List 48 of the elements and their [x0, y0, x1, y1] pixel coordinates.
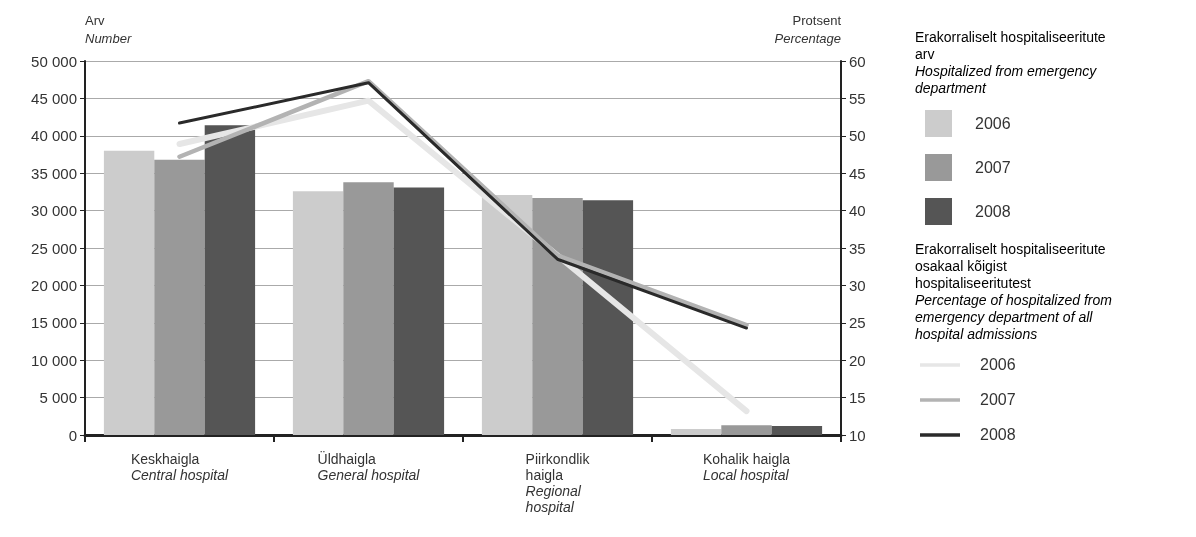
y-tick-label: 50 000	[31, 52, 77, 70]
bar	[771, 426, 823, 435]
legend-title: Erakorraliselt hospitaliseeritute arv Hospitalized from emergency department	[915, 29, 1106, 96]
bar	[582, 200, 634, 435]
y2-tick-label: 10	[849, 426, 866, 444]
bar	[154, 159, 205, 435]
x-tick-label: Keskhaigla Central hospital	[130, 451, 230, 483]
bar	[343, 182, 394, 435]
y2-tick-label: 35	[849, 239, 866, 257]
legend-label: 2006	[980, 355, 1016, 373]
bar	[103, 150, 155, 435]
y2-tick-label: 20	[849, 351, 866, 369]
y-tick-label: 20 000	[31, 276, 77, 294]
y-axis-title: Arv Number	[85, 12, 132, 46]
y-tick-label: 40 000	[31, 127, 77, 145]
y-tick-label: 0	[68, 426, 77, 444]
y2-tick-label: 15	[849, 389, 866, 407]
legend-label: 2008	[980, 425, 1016, 443]
y-tick-label: 15 000	[31, 314, 77, 332]
bar	[204, 125, 256, 435]
y2-tick-label: 40	[849, 202, 866, 220]
y-tick-label: 45 000	[31, 89, 77, 107]
legend-label: 2007	[980, 390, 1016, 408]
y2-axis-title: Protsent Percentage	[774, 12, 842, 46]
legend-label: 2008	[975, 202, 1011, 220]
y-tick-label: 25 000	[31, 239, 77, 257]
y-tick-label: 10 000	[31, 351, 77, 369]
y2-tick-label: 30	[849, 276, 866, 294]
y2-tick-label: 45	[849, 164, 866, 182]
y-tick-label: 5 000	[39, 389, 77, 407]
y2-tick-label: 25	[849, 314, 866, 332]
bar	[393, 187, 445, 435]
bar	[481, 194, 533, 435]
y-tick-label: 35 000	[31, 164, 77, 182]
y2-tick-label: 55	[849, 89, 866, 107]
text: Erakorraliselt hospitaliseeritute osakaal kõigist hospitaliseeritutest Percentage of hospitalized from emergency department of all hospital admissions	[915, 241, 1113, 342]
legend-label: 2007	[975, 158, 1011, 176]
bar	[532, 197, 583, 435]
bar	[721, 425, 772, 435]
bar	[670, 429, 722, 435]
x-tick-label: Kohalik haigla Local hospital	[702, 451, 791, 483]
y2-tick-label: 50	[849, 127, 866, 145]
bar	[292, 191, 344, 435]
x-tick-label: Piirkondlik haigla Regional hospital	[525, 451, 591, 515]
legend-label: 2006	[975, 114, 1011, 132]
x-tick-label: Üldhaigla General hospital	[317, 450, 421, 483]
y2-tick-label: 60	[849, 52, 866, 70]
y-tick-label: 30 000	[31, 202, 77, 220]
